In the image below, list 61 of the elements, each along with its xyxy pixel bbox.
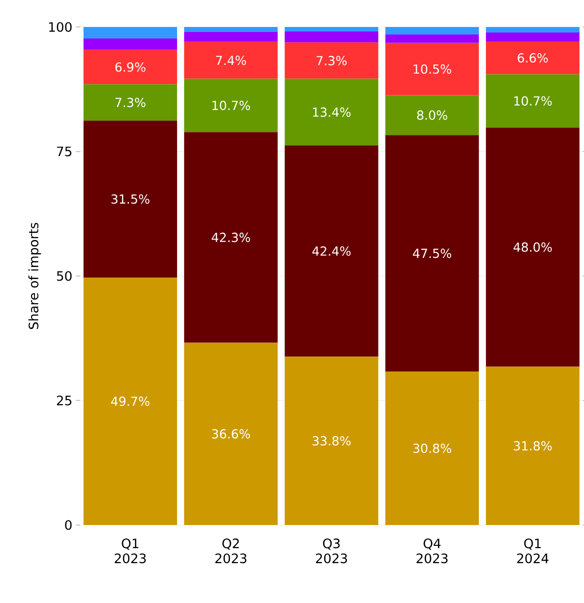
bar xyxy=(184,78,278,132)
data-label: 6.6% xyxy=(518,53,548,63)
bar xyxy=(486,366,580,525)
bar xyxy=(184,132,278,343)
x-tick-label: Q3 2023 xyxy=(316,538,347,564)
bar xyxy=(284,42,378,79)
y-tick-label: 0 xyxy=(65,520,72,530)
x-tick-label: Q1 2023 xyxy=(114,538,146,564)
y-tick-label: 100 xyxy=(49,22,72,32)
bar xyxy=(84,26,178,38)
bar xyxy=(84,38,178,50)
bar xyxy=(385,42,479,96)
x-tick-label: Q1 2024 xyxy=(517,538,548,564)
bar xyxy=(385,34,479,43)
bar xyxy=(385,372,479,525)
bar xyxy=(84,120,178,278)
y-axis-title: Share of imports xyxy=(28,222,41,329)
bar xyxy=(385,135,479,372)
data-label: 30.8% xyxy=(413,444,452,454)
data-label: 7.3% xyxy=(115,98,146,108)
bar xyxy=(84,50,178,84)
bar xyxy=(486,26,580,32)
y-tick-label: 50 xyxy=(57,271,72,281)
data-label: 42.4% xyxy=(312,246,351,256)
bar xyxy=(385,95,479,136)
bar xyxy=(486,128,580,367)
x-tick-label: Q4 2023 xyxy=(416,538,448,564)
data-label: 49.7% xyxy=(111,396,150,406)
x-tick-label: Q2 2023 xyxy=(215,538,246,564)
data-label: 33.8% xyxy=(312,436,351,446)
bar xyxy=(486,32,580,42)
bar xyxy=(486,74,580,128)
data-label: 10.7% xyxy=(212,100,250,110)
bar xyxy=(284,31,378,42)
bar xyxy=(284,26,378,32)
y-tick-label: 25 xyxy=(56,396,72,406)
data-label: 13.4% xyxy=(313,107,351,117)
bar xyxy=(284,78,378,146)
data-label: 48.0% xyxy=(514,242,552,252)
bar xyxy=(84,84,178,121)
data-label: 7.4% xyxy=(216,56,246,66)
data-label: 47.5% xyxy=(412,248,452,258)
data-label: 36.6% xyxy=(212,429,250,439)
data-label: 31.8% xyxy=(514,441,552,451)
data-label: 31.5% xyxy=(111,194,150,204)
bar xyxy=(84,277,178,525)
bar xyxy=(184,342,278,525)
bar xyxy=(284,146,378,357)
data-label: 10.5% xyxy=(414,64,452,74)
bar xyxy=(486,41,580,74)
data-label: 10.7% xyxy=(514,96,552,106)
bar xyxy=(184,42,278,79)
data-label: 6.9% xyxy=(115,62,146,72)
bar xyxy=(184,32,278,42)
y-tick-label: 75 xyxy=(57,146,72,156)
data-label: 8.0% xyxy=(417,110,448,120)
bar xyxy=(385,26,479,34)
data-label: 42.3% xyxy=(212,232,250,242)
bar xyxy=(184,26,278,32)
data-label: 7.3% xyxy=(316,56,347,66)
bar xyxy=(284,356,378,525)
